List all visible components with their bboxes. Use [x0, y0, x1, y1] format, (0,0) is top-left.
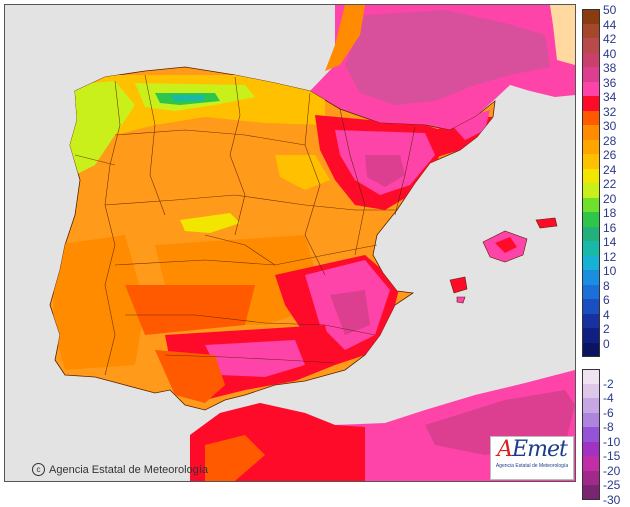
legend-label: 10	[603, 264, 617, 278]
menorca	[535, 217, 558, 229]
legend-label: -25	[603, 478, 621, 492]
legend-label: 12	[603, 249, 617, 264]
legend-swatch	[582, 125, 600, 140]
legend-swatch	[582, 212, 600, 227]
ebro-valley-peak	[365, 155, 405, 187]
france-orange	[325, 5, 365, 71]
france-hot-core	[345, 10, 550, 105]
catalonia-hot	[450, 110, 490, 140]
copyright-notice: c Agencia Estatal de Meteorología	[32, 463, 208, 476]
legend-swatch	[582, 456, 600, 471]
legend-label: -2	[603, 376, 614, 391]
legend-swatch	[582, 52, 600, 67]
legend-swatch	[582, 383, 600, 398]
legend-label: 28	[603, 133, 617, 148]
north-coast-band	[65, 75, 325, 165]
france-cool-edge	[550, 5, 575, 65]
aemet-logo-subtitle: Agencia Estatal de Meteorología	[495, 463, 569, 469]
legend-label: 8	[603, 278, 610, 293]
legend-swatch	[582, 67, 600, 82]
map-canvas	[5, 5, 575, 481]
legend-label: 24	[603, 162, 617, 177]
legend-swatch	[582, 398, 600, 413]
legend-swatch	[582, 427, 600, 442]
legend-label: 14	[603, 235, 617, 249]
region-borders	[74, 74, 416, 376]
legend-swatch	[582, 342, 600, 357]
legend-label: -15	[603, 449, 621, 463]
legend-swatch	[582, 197, 600, 212]
formentera	[456, 296, 466, 304]
legend-label: 50	[603, 3, 617, 17]
legend-label: 0	[603, 336, 610, 351]
legend-label: -20	[603, 463, 621, 478]
legend-label: -4	[603, 391, 614, 405]
legend-label: 34	[603, 90, 617, 104]
copyright-text: Agencia Estatal de Meteorología	[49, 463, 208, 476]
legend-swatch	[582, 369, 600, 384]
legend-label: -8	[603, 420, 614, 434]
legend-swatch	[582, 241, 600, 256]
legend-swatch	[582, 96, 600, 111]
legend-swatch	[582, 183, 600, 198]
legend-label: 26	[603, 148, 617, 162]
legend-swatch	[582, 38, 600, 53]
temperature-legend: 50 44 42 40 38 36 34 32 30 28 26 24 22 20 18 16 14 12 10 8 6…	[582, 4, 628, 506]
legend-swatch	[582, 154, 600, 169]
legend-swatch	[582, 226, 600, 241]
legend-label: 30	[603, 119, 617, 133]
legend-label: 32	[603, 104, 617, 119]
legend-swatch	[582, 270, 600, 285]
legend-label: -10	[603, 434, 621, 449]
temperature-map	[4, 4, 576, 482]
legend-swatch	[582, 284, 600, 299]
legend-label: 44	[603, 17, 617, 32]
north-africa-orange	[205, 435, 265, 481]
legend-label: 18	[603, 206, 617, 220]
iberian-system	[275, 155, 330, 190]
levante-peak	[330, 290, 370, 335]
legend-label: 36	[603, 75, 617, 90]
legend-label: 4	[603, 307, 610, 322]
aemet-logo-mark: AEmet	[497, 437, 568, 462]
legend-label: 40	[603, 46, 617, 61]
legend-label: 16	[603, 220, 617, 235]
legend-label: 6	[603, 293, 610, 307]
cantabrian-summits	[170, 95, 205, 101]
legend-swatch	[582, 81, 600, 96]
legend-swatch	[582, 255, 600, 270]
legend-label: 2	[603, 322, 610, 336]
guadiana-basin	[125, 285, 255, 335]
legend-swatch	[582, 313, 600, 328]
legend-swatch	[582, 299, 600, 314]
legend-label: 42	[603, 32, 617, 46]
legend-swatch	[582, 412, 600, 427]
legend-swatch	[582, 110, 600, 125]
legend-swatch	[582, 23, 600, 38]
andalusia-orange	[155, 350, 225, 403]
legend-swatch	[582, 139, 600, 154]
legend-swatch	[582, 9, 600, 24]
legend-swatch	[582, 168, 600, 183]
central-system	[180, 213, 240, 233]
legend-label: 38	[603, 61, 617, 75]
mallorca-core	[495, 237, 517, 253]
portugal-interior	[53, 235, 145, 370]
legend-swatch	[582, 441, 600, 456]
legend-label: 20	[603, 191, 617, 206]
ibiza	[449, 276, 468, 294]
legend-swatch	[582, 328, 600, 343]
legend-swatch	[582, 485, 600, 500]
legend-swatch	[582, 470, 600, 485]
legend-label: 22	[603, 177, 617, 191]
legend-label: -6	[603, 405, 614, 420]
aemet-logo: AEmet Agencia Estatal de Meteorología	[490, 436, 574, 480]
copyright-icon: c	[32, 463, 45, 476]
